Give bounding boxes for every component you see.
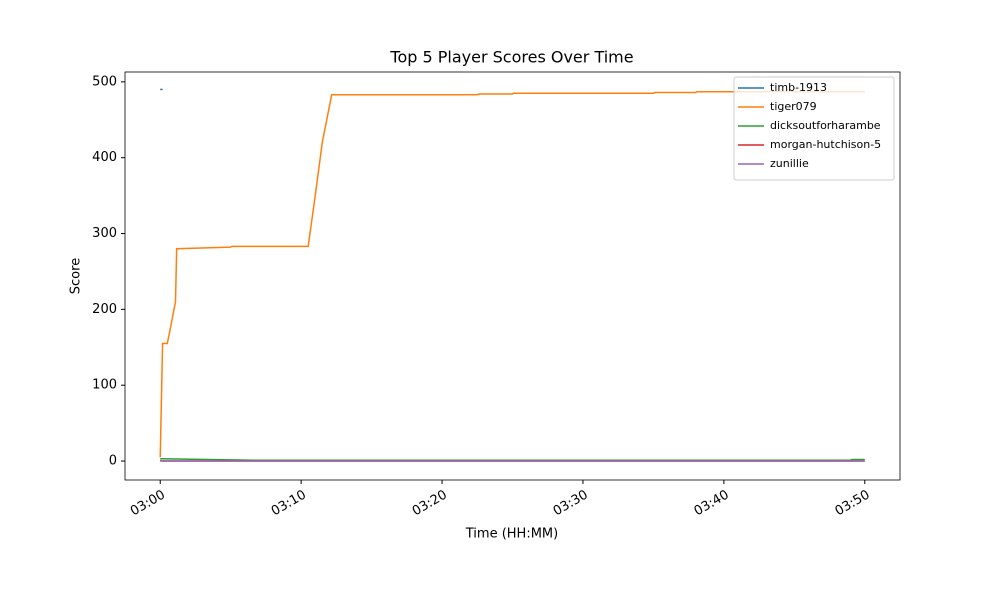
- chart-title: Top 5 Player Scores Over Time: [389, 48, 633, 67]
- y-tick-label: 300: [92, 226, 117, 241]
- legend-label: timb-1913: [770, 81, 827, 94]
- y-tick-label: 400: [92, 150, 117, 165]
- y-tick-label: 200: [92, 302, 117, 317]
- line: [160, 458, 865, 462]
- y-axis-label: Score: [69, 258, 84, 294]
- y-tick-label: 100: [92, 378, 117, 393]
- legend-label: morgan-hutchison-5: [770, 138, 881, 151]
- y-tick-label: 0: [109, 454, 117, 469]
- legend-label: zunillie: [770, 157, 809, 170]
- plot-frame: [124, 71, 901, 481]
- legend-label: dicksoutforharambe: [770, 119, 881, 132]
- line: [159, 459, 865, 462]
- y-tick-label: 500: [92, 74, 117, 89]
- line: [159, 90, 865, 458]
- legend-label: tiger079: [770, 100, 817, 113]
- x-axis-label: Time (HH:MM): [465, 527, 558, 542]
- legend-box: [733, 76, 895, 181]
